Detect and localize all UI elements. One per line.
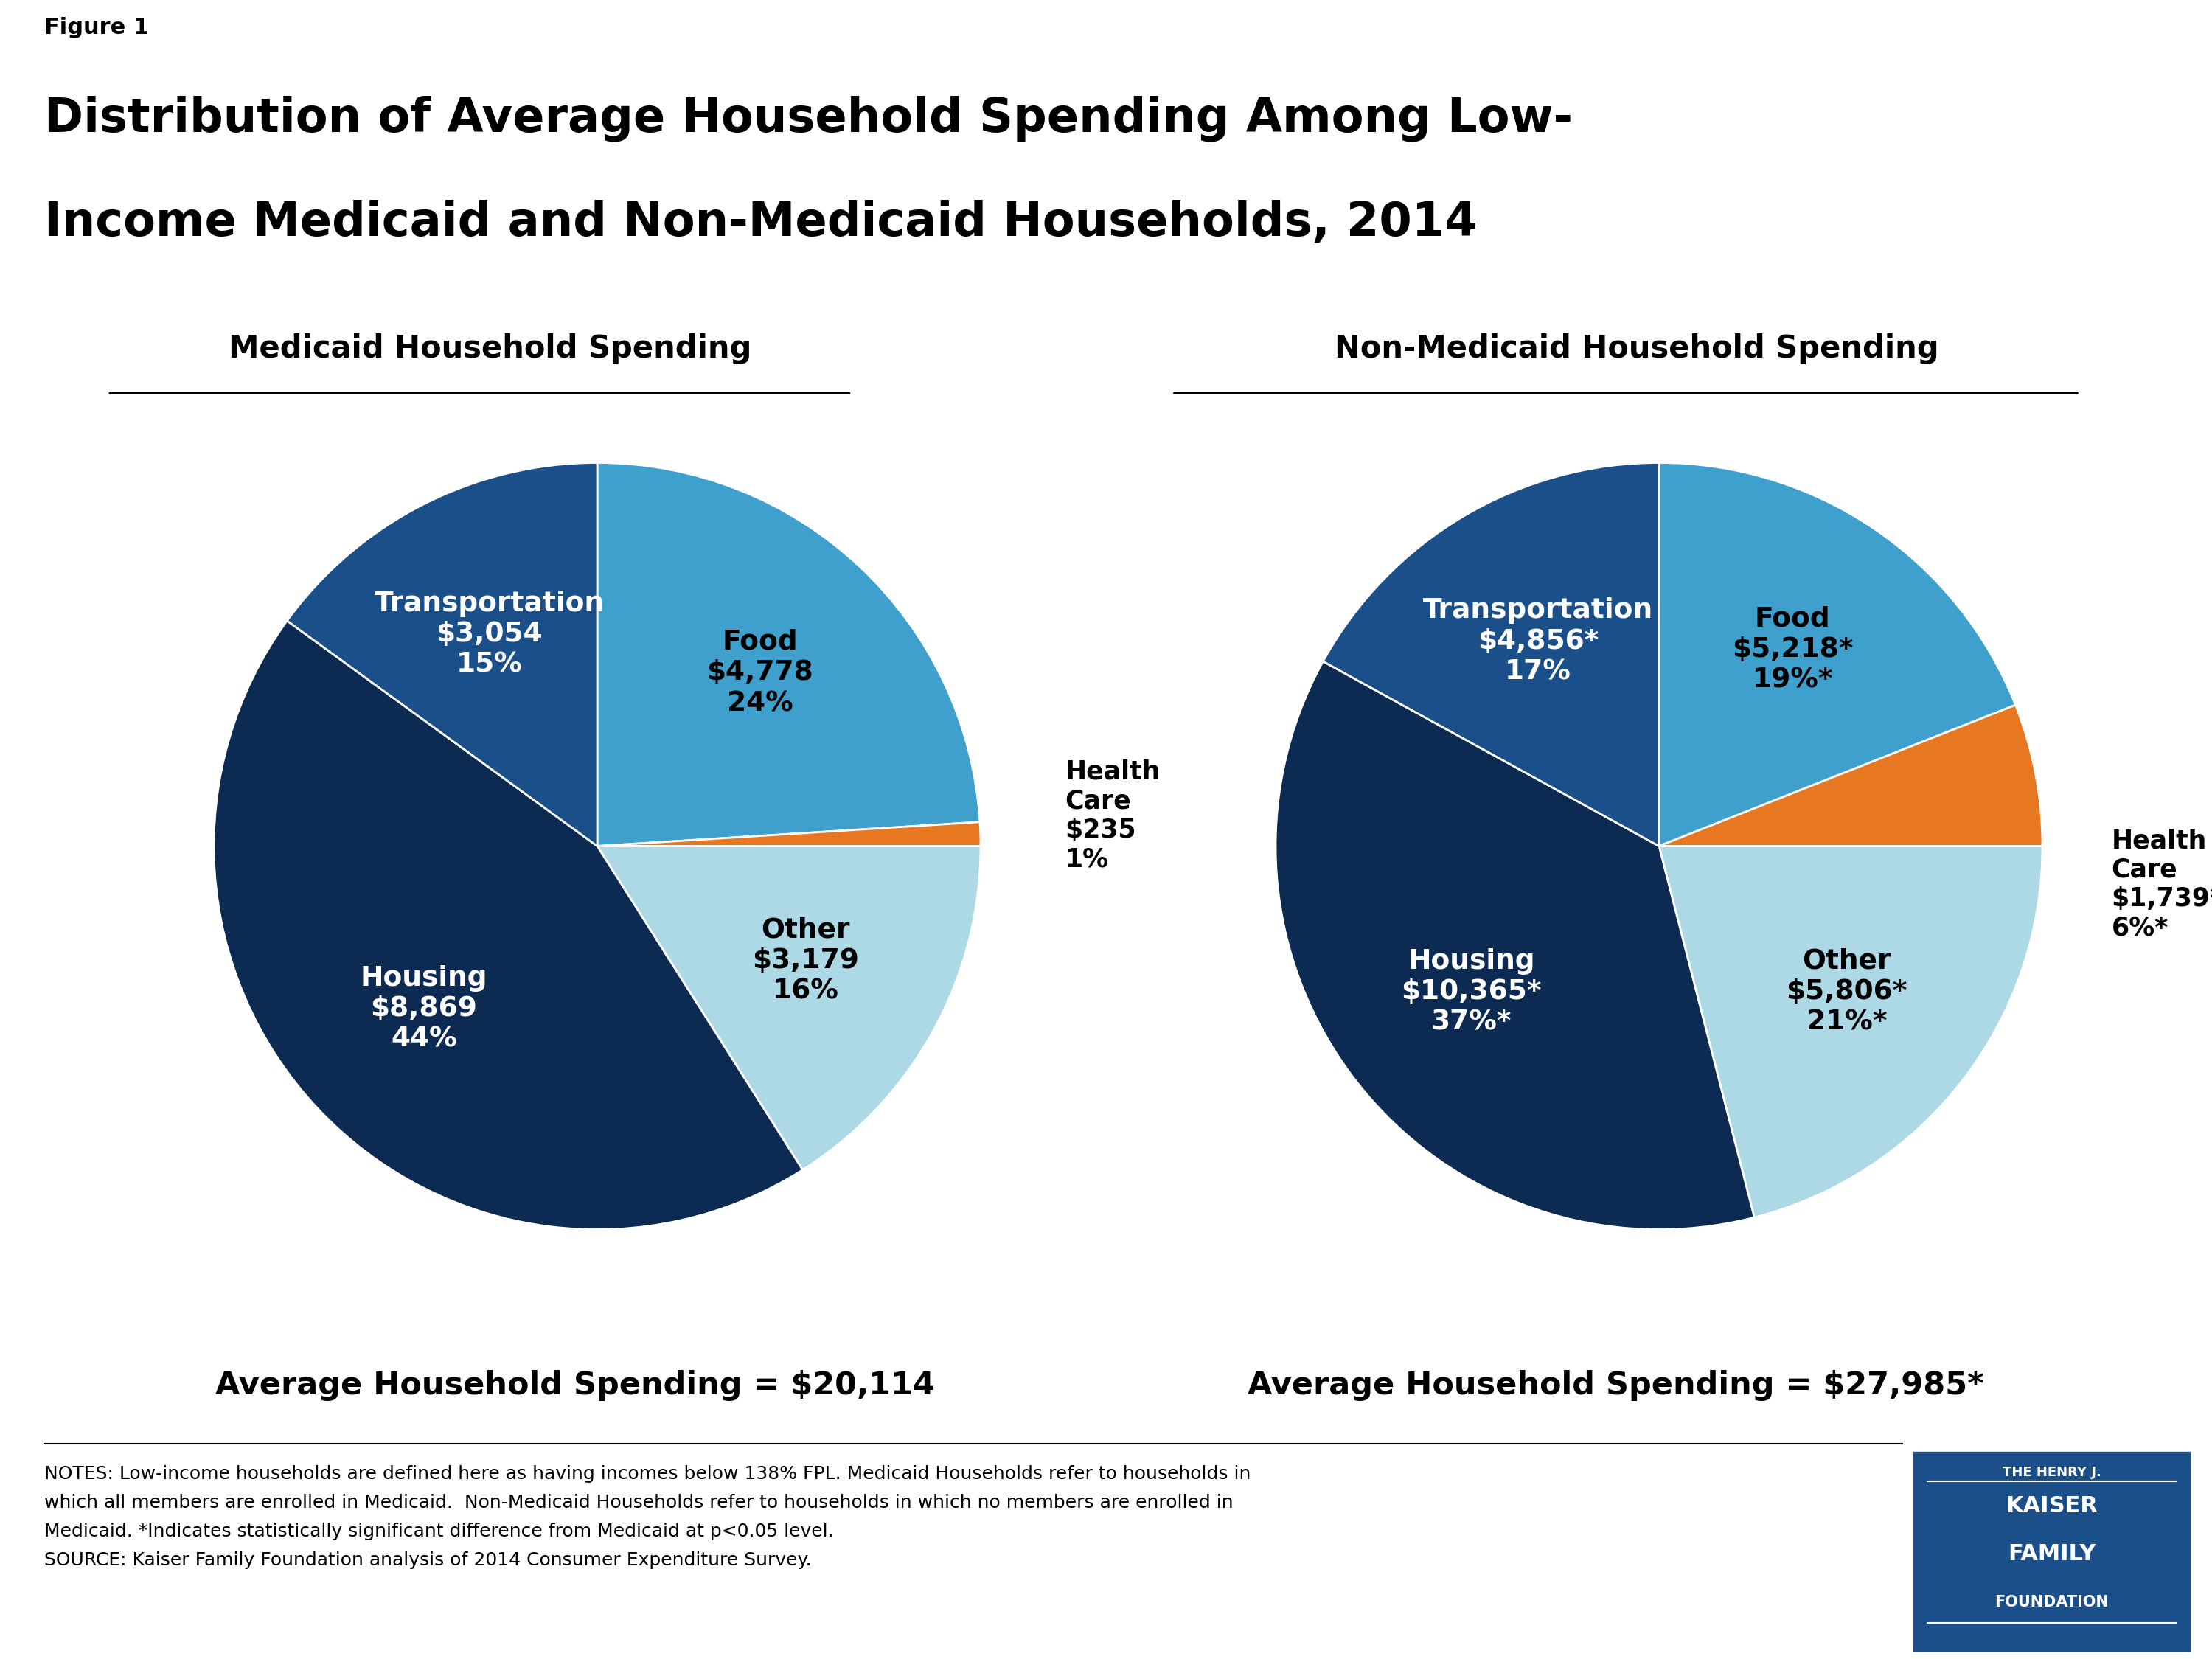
FancyBboxPatch shape xyxy=(1913,1452,2190,1651)
Text: THE HENRY J.: THE HENRY J. xyxy=(2002,1465,2101,1478)
Text: Food
$4,778
24%: Food $4,778 24% xyxy=(706,629,814,717)
Wedge shape xyxy=(1659,463,2015,846)
Text: Average Household Spending = $20,114: Average Household Spending = $20,114 xyxy=(215,1370,936,1400)
Text: Other
$5,806*
21%*: Other $5,806* 21%* xyxy=(1787,947,1907,1035)
Text: Housing
$10,365*
37%*: Housing $10,365* 37%* xyxy=(1400,947,1542,1035)
Wedge shape xyxy=(1276,662,1754,1229)
Text: KAISER: KAISER xyxy=(2006,1495,2097,1516)
Text: Housing
$8,869
44%: Housing $8,869 44% xyxy=(361,966,487,1053)
Text: FAMILY: FAMILY xyxy=(2008,1543,2095,1564)
Text: Food
$5,218*
19%*: Food $5,218* 19%* xyxy=(1732,606,1854,693)
Wedge shape xyxy=(1659,705,2042,846)
Wedge shape xyxy=(215,620,803,1229)
Text: Health
Care
$235
1%: Health Care $235 1% xyxy=(1064,760,1161,871)
Text: Transportation
$3,054
15%: Transportation $3,054 15% xyxy=(374,591,604,679)
Text: Distribution of Average Household Spending Among Low-: Distribution of Average Household Spendi… xyxy=(44,96,1573,141)
Text: Medicaid Household Spending: Medicaid Household Spending xyxy=(228,333,752,363)
Wedge shape xyxy=(597,821,980,846)
Text: Health
Care
$1,739*
6%*: Health Care $1,739* 6%* xyxy=(2112,828,2212,941)
Wedge shape xyxy=(288,463,597,846)
Text: Non-Medicaid Household Spending: Non-Medicaid Household Spending xyxy=(1334,333,1940,363)
Text: Income Medicaid and Non-Medicaid Households, 2014: Income Medicaid and Non-Medicaid Househo… xyxy=(44,199,1478,246)
Text: FOUNDATION: FOUNDATION xyxy=(1995,1594,2108,1609)
Wedge shape xyxy=(1323,463,1659,846)
Text: Transportation
$4,856*
17%: Transportation $4,856* 17% xyxy=(1422,597,1652,685)
Text: Average Household Spending = $27,985*: Average Household Spending = $27,985* xyxy=(1248,1370,1984,1400)
Wedge shape xyxy=(597,846,980,1170)
Wedge shape xyxy=(597,463,980,846)
Wedge shape xyxy=(1659,846,2042,1218)
Text: Figure 1: Figure 1 xyxy=(44,17,148,38)
Text: Other
$3,179
16%: Other $3,179 16% xyxy=(752,917,858,1005)
Text: NOTES: Low-income households are defined here as having incomes below 138% FPL. : NOTES: Low-income households are defined… xyxy=(44,1465,1250,1569)
